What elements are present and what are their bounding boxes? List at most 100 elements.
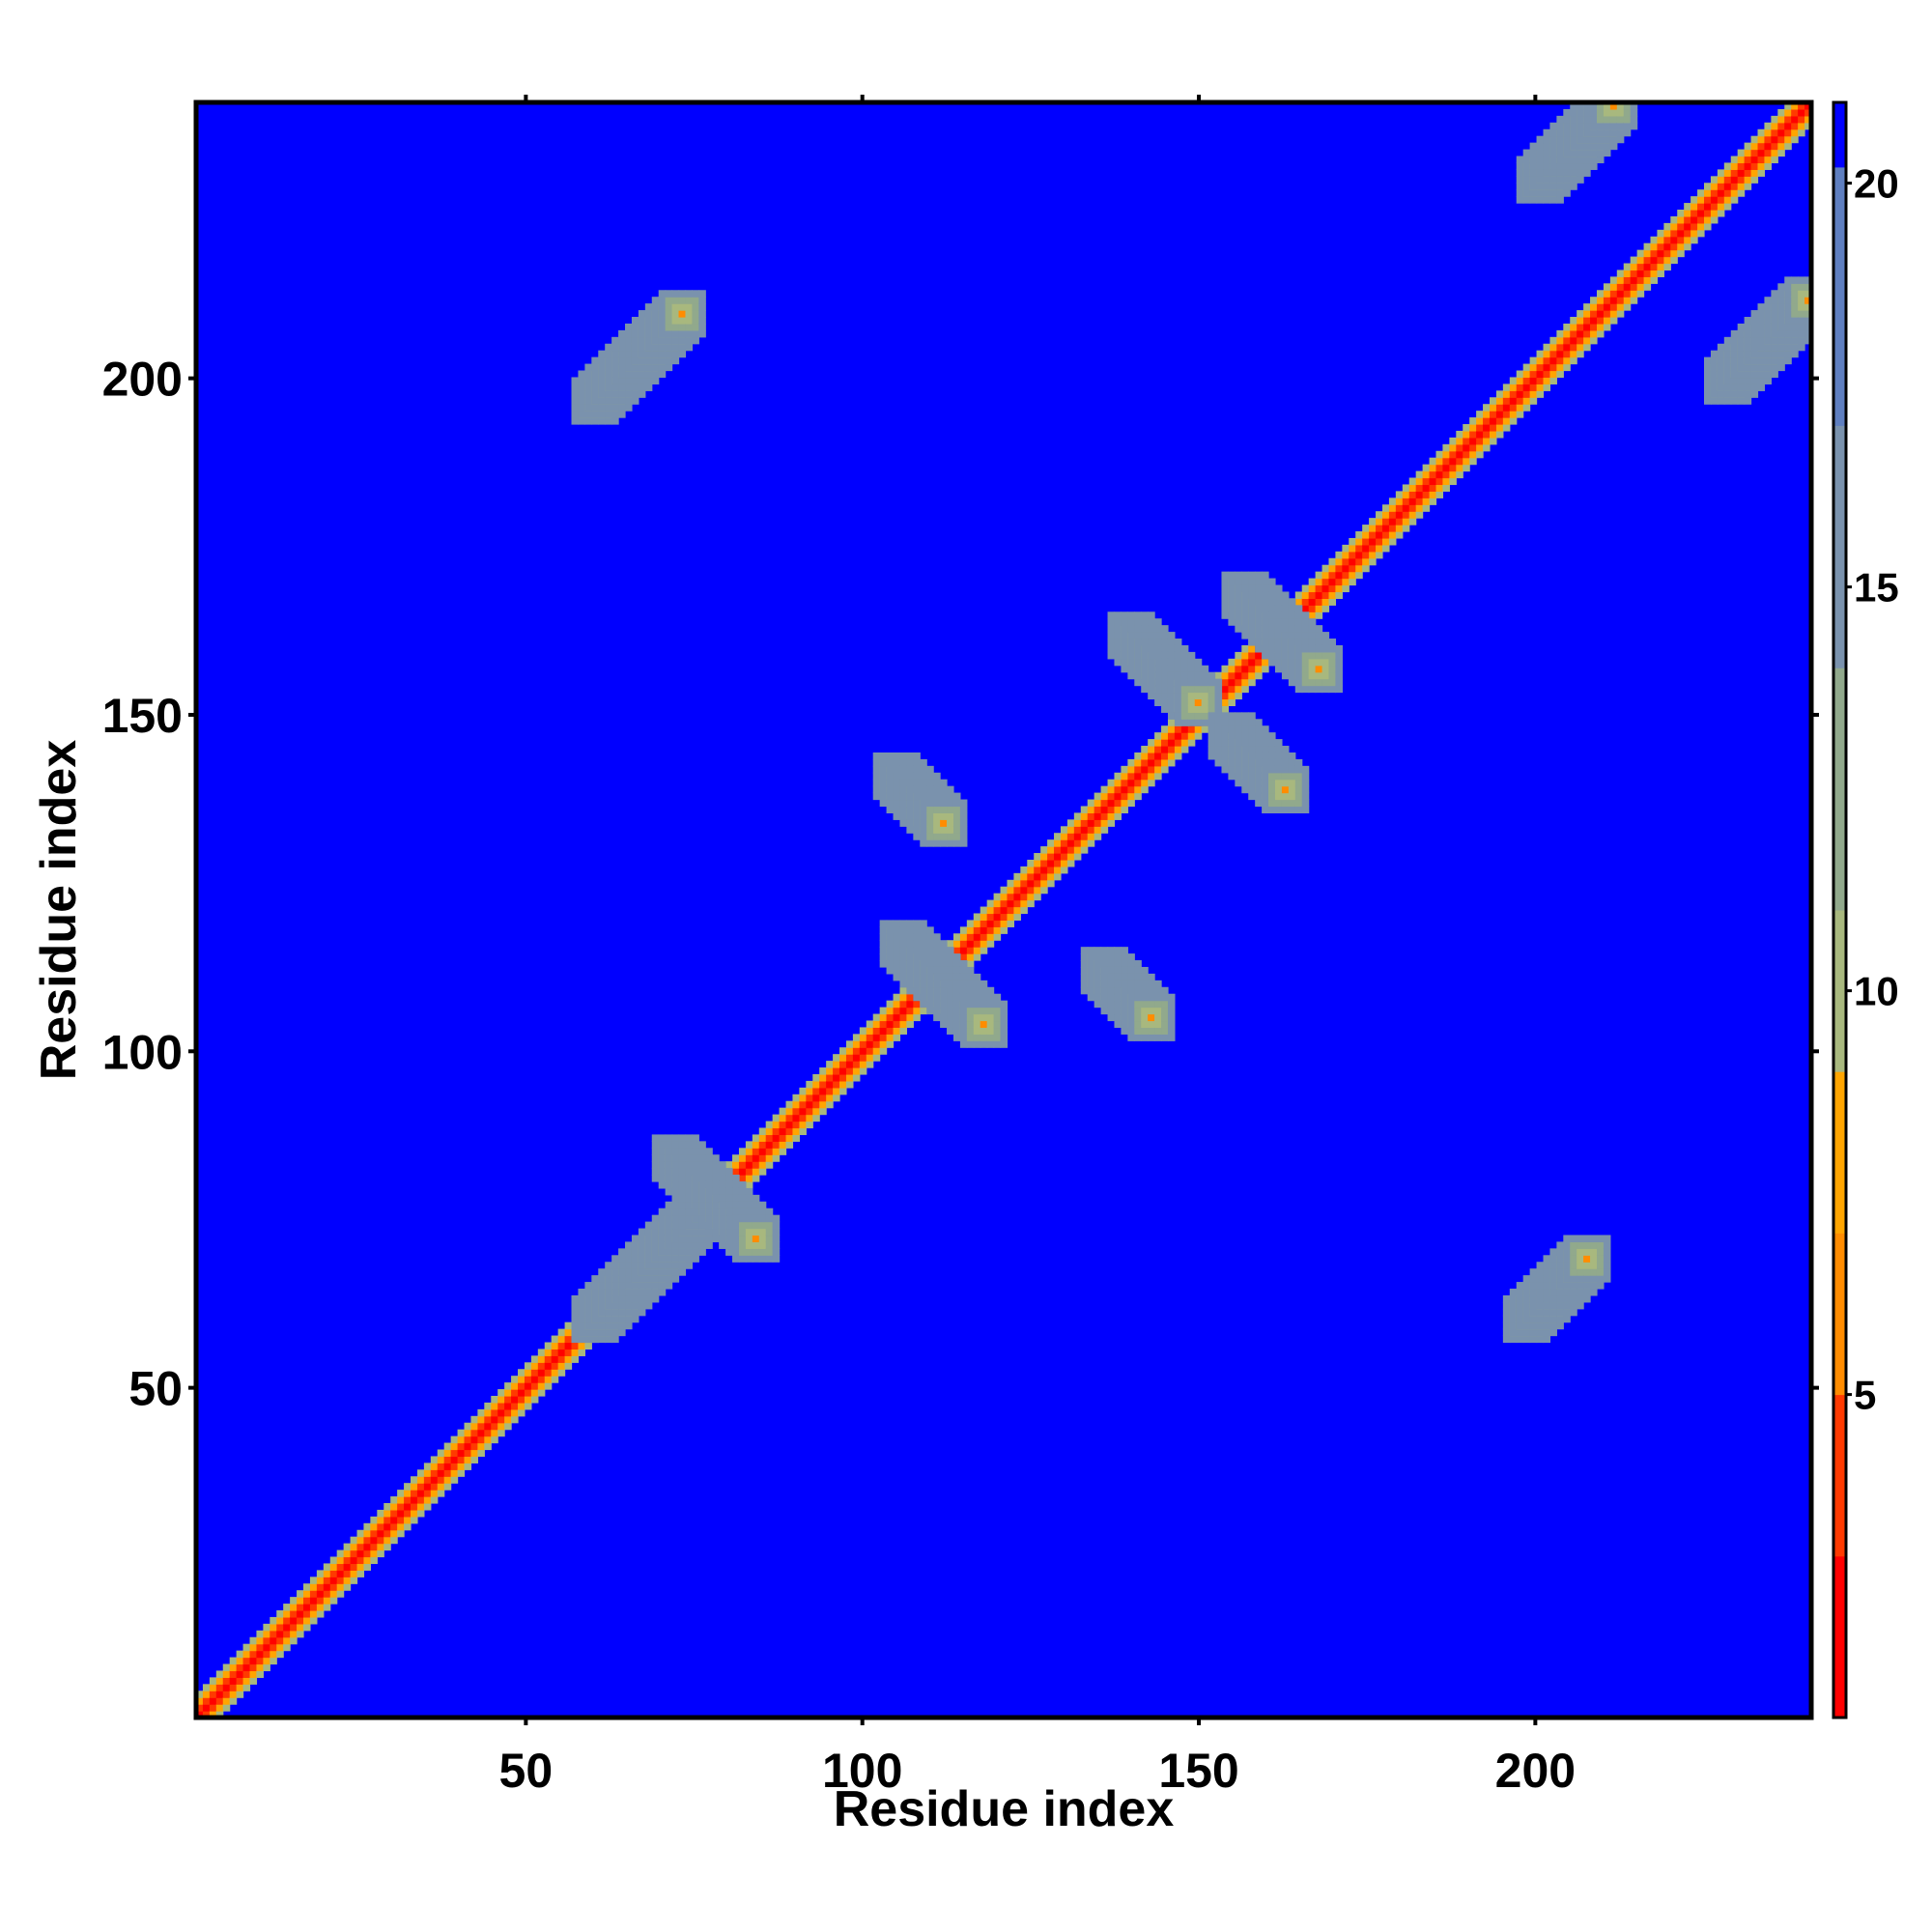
heatmap-cell	[530, 1355, 539, 1363]
heatmap-cell	[336, 1556, 345, 1565]
heatmap-cell	[343, 1556, 352, 1565]
heatmap-cell	[1228, 698, 1236, 706]
heatmap-cell	[309, 1590, 318, 1598]
heatmap-cell	[1000, 899, 1009, 908]
heatmap-cell	[1502, 411, 1511, 418]
heatmap-cell	[712, 1214, 720, 1223]
heatmap-cell	[504, 1422, 512, 1431]
heatmap-cell	[920, 960, 927, 968]
heatmap-cell	[518, 1395, 526, 1404]
heatmap-cell	[611, 411, 619, 418]
heatmap-cell	[926, 799, 934, 808]
heatmap-cell	[1080, 960, 1089, 968]
heatmap-cell	[752, 1168, 760, 1176]
heatmap-cell	[430, 1483, 439, 1491]
heatmap-cell	[511, 1415, 519, 1424]
heatmap-cell	[618, 370, 626, 379]
heatmap-cell	[1636, 256, 1645, 265]
heatmap-cell	[980, 913, 988, 922]
heatmap-cell	[752, 1228, 760, 1236]
heatmap-cell	[779, 1141, 787, 1149]
heatmap-cell	[1764, 156, 1772, 164]
heatmap-cell	[1697, 222, 1705, 231]
heatmap-cell	[544, 1342, 553, 1350]
heatmap-cell	[1737, 156, 1746, 164]
heatmap-cell	[1771, 149, 1778, 157]
heatmap-cell	[1422, 464, 1431, 472]
heatmap-cell	[1798, 115, 1805, 124]
heatmap-cell	[745, 1168, 753, 1176]
heatmap-cell	[564, 1349, 573, 1356]
heatmap-cell	[966, 966, 975, 975]
heatmap-cell	[1670, 256, 1678, 265]
heatmap-cell	[611, 370, 619, 379]
heatmap-cell	[618, 1248, 626, 1256]
heatmap-cell	[879, 1047, 888, 1055]
heatmap-cell	[799, 1121, 807, 1129]
heatmap-cell	[249, 1657, 258, 1665]
heatmap-cell	[1100, 792, 1109, 801]
heatmap-cell	[644, 363, 653, 372]
heatmap-cell	[1791, 122, 1799, 130]
heatmap-cell	[584, 377, 592, 384]
heatmap-cell	[1161, 746, 1169, 753]
heatmap-cell	[1415, 504, 1424, 512]
heatmap-cell	[1596, 329, 1605, 338]
heatmap-cell	[564, 1355, 573, 1363]
heatmap-cell	[1342, 551, 1350, 559]
heatmap-cell	[765, 1161, 774, 1169]
heatmap-cell	[1066, 839, 1075, 847]
heatmap-cell	[638, 390, 646, 398]
heatmap-cell	[1590, 310, 1598, 318]
heatmap-cell	[1134, 758, 1142, 767]
heatmap-cell	[658, 1180, 667, 1189]
heatmap-cell	[1376, 544, 1383, 553]
heatmap-cell	[1087, 826, 1095, 834]
heatmap-cell	[491, 1408, 498, 1417]
heatmap-cell	[772, 1214, 781, 1223]
heatmap-cell	[658, 1221, 667, 1230]
heatmap-cell	[638, 356, 646, 365]
heatmap-cell	[1449, 477, 1457, 486]
heatmap-cell	[350, 1556, 358, 1565]
heatmap-cell	[276, 1610, 284, 1618]
heatmap-cell	[416, 1496, 425, 1504]
heatmap-cell	[571, 384, 580, 391]
heatmap-cell	[685, 1221, 693, 1230]
heatmap-cell	[940, 833, 948, 840]
heatmap-cell	[812, 1114, 820, 1122]
heatmap-cell	[1007, 920, 1015, 927]
heatmap-cell	[738, 1175, 747, 1182]
heatmap-cell	[1248, 678, 1256, 687]
heatmap-cell	[356, 1543, 365, 1551]
heatmap-cell	[1355, 551, 1363, 559]
heatmap-cell	[1127, 765, 1135, 774]
heatmap-cell	[959, 806, 968, 813]
heatmap-cell	[712, 1235, 720, 1243]
heatmap-cell	[933, 986, 941, 995]
heatmap-cell	[698, 1214, 706, 1223]
heatmap-cell	[356, 1556, 365, 1565]
heatmap-cell	[1650, 249, 1659, 258]
heatmap-cell	[1429, 464, 1437, 472]
heatmap-cell	[973, 920, 981, 927]
heatmap-cell	[738, 1180, 747, 1189]
heatmap-cell	[242, 1643, 251, 1652]
heatmap-cell	[625, 323, 633, 331]
heatmap-cell	[1757, 128, 1766, 137]
heatmap-cell	[605, 390, 612, 398]
heatmap-cell	[215, 1670, 224, 1678]
heatmap-cell	[1784, 102, 1792, 110]
heatmap-cell	[591, 1301, 599, 1310]
heatmap-cell	[899, 960, 907, 968]
heatmap-cell	[952, 1020, 961, 1029]
heatmap-cell	[290, 1604, 298, 1611]
heatmap-cell	[1235, 678, 1242, 687]
heatmap-cell	[1174, 752, 1182, 760]
heatmap-cell	[611, 1268, 619, 1276]
heatmap-cell	[973, 940, 981, 948]
heatmap-cell	[1777, 149, 1785, 157]
heatmap-cell	[698, 290, 706, 298]
heatmap-cell	[799, 1087, 807, 1095]
heatmap-cell	[443, 1483, 452, 1491]
